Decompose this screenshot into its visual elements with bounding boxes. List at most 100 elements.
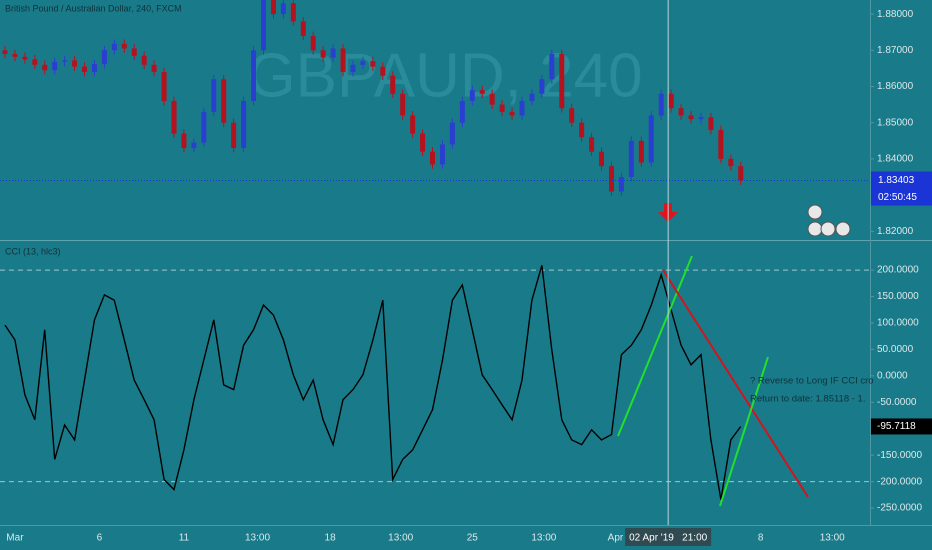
candle-body — [738, 166, 744, 181]
candle-body — [489, 93, 495, 105]
y-tick-label: 200.0000 — [877, 265, 919, 276]
candle-body — [300, 21, 306, 36]
y-tick-label: 150.0000 — [877, 291, 919, 302]
candle-body — [469, 90, 475, 101]
candle-body — [32, 59, 38, 65]
candle-body — [2, 50, 8, 54]
candle-body — [539, 79, 545, 94]
candle-body — [221, 79, 227, 123]
candle-body — [549, 53, 555, 80]
candle-body — [131, 48, 137, 56]
crosshair-label-box — [625, 528, 712, 546]
candle-body — [708, 117, 714, 130]
trendline — [719, 356, 769, 507]
x-tick-label: 25 — [467, 533, 479, 544]
candle-body — [310, 35, 316, 51]
x-tick-label: Mar — [6, 533, 24, 544]
candle-body — [350, 64, 356, 73]
candle-body — [320, 50, 326, 58]
countdown-box — [871, 188, 932, 206]
y-tick-label: 1.85000 — [877, 117, 914, 128]
x-tick-label: 13:00 — [245, 533, 270, 544]
x-tick-label: 6 — [97, 533, 103, 544]
candle-body — [420, 133, 426, 152]
candle-body — [519, 100, 525, 116]
candle-body — [42, 64, 48, 71]
candle-body — [628, 140, 634, 178]
candle-body — [668, 93, 674, 109]
candle-body — [479, 90, 485, 94]
candle-body — [191, 142, 197, 149]
candle-body — [499, 104, 505, 112]
y-tick-label: 0.0000 — [877, 371, 908, 382]
candle-body — [12, 53, 18, 57]
cci-line — [4, 265, 742, 500]
x-tick-label: 13:00 — [531, 533, 556, 544]
candle-body — [589, 137, 595, 152]
candle-body — [22, 56, 28, 60]
last-price-label: 1.83403 — [878, 175, 915, 186]
watermark: GBPAUD, 240 — [247, 41, 642, 110]
candle-body — [62, 60, 68, 62]
y-tick-label: 100.0000 — [877, 318, 919, 329]
candle-body — [370, 61, 376, 67]
annotation: Return to date: 1.85118 - 1. — [750, 394, 865, 405]
candle-body — [161, 72, 167, 101]
x-tick-label: 13:00 — [820, 533, 845, 544]
candle-body — [111, 43, 117, 51]
candle-body — [648, 115, 654, 163]
y-tick-label: 50.0000 — [877, 344, 914, 355]
candle-body — [280, 3, 286, 15]
countdown-label: 02:50:45 — [878, 192, 917, 203]
candle-body — [439, 144, 445, 165]
candle-body — [638, 140, 644, 163]
candle-body — [728, 158, 734, 167]
candle-body — [211, 79, 217, 112]
candle-body — [400, 93, 406, 116]
y-tick-label: 1.87000 — [877, 45, 914, 56]
candle-body — [260, 0, 266, 51]
candle-body — [251, 50, 257, 101]
candle-body — [72, 60, 78, 67]
candle-body — [390, 75, 396, 94]
last-value-label: -95.7118 — [877, 421, 916, 432]
x-tick-label: 11 — [179, 533, 190, 544]
candle-body — [82, 66, 88, 73]
candle-body — [459, 100, 465, 123]
x-tick-label: 13:00 — [388, 533, 413, 544]
candle-body — [599, 151, 605, 167]
candle-body — [241, 100, 247, 149]
candle-body — [141, 55, 147, 65]
x-tick-label: 18 — [325, 533, 337, 544]
candle-body — [430, 151, 436, 165]
candle-body — [688, 115, 694, 120]
y-tick-label: 1.86000 — [877, 81, 914, 92]
candle-body — [579, 122, 585, 138]
candle-body — [270, 0, 276, 15]
crosshair-label: 02 Apr '19 21:00 — [629, 533, 708, 544]
y-tick-label: -50.0000 — [877, 397, 917, 408]
candle-body — [181, 133, 187, 149]
candle-body — [290, 3, 296, 22]
annotation: ? Reverse to Long IF CCI cro — [750, 376, 874, 387]
candle-body — [410, 115, 416, 134]
candle-body — [509, 111, 515, 116]
candle-body — [151, 64, 157, 73]
candle-body — [529, 93, 535, 101]
candle-body — [171, 100, 177, 134]
indicator-title: CCI (13, hlc3) — [5, 246, 61, 256]
candle-body — [380, 66, 386, 76]
candle-body — [101, 50, 107, 65]
x-tick-label: 8 — [758, 533, 764, 544]
trendline — [617, 255, 693, 437]
candle-body — [678, 108, 684, 116]
candle-body — [618, 177, 624, 192]
candle-body — [91, 64, 97, 73]
candle-body — [330, 48, 336, 58]
candle-body — [360, 61, 366, 65]
x-tick-label: Apr — [608, 533, 624, 544]
last-value-box — [871, 418, 932, 435]
candle-body — [52, 61, 58, 71]
